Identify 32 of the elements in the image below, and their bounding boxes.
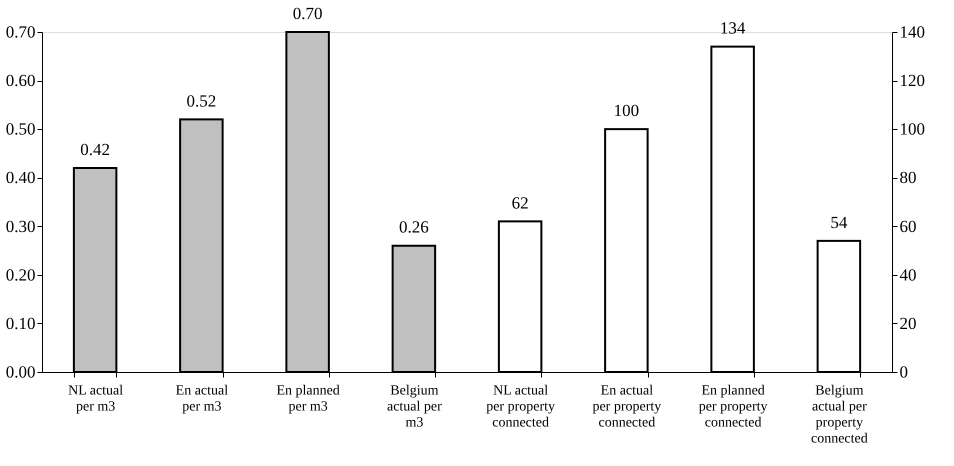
x-tick-label: Belgium actual per m3: [386, 384, 442, 430]
x-tick-label: NL actual per property connected: [486, 384, 556, 430]
x-tick-label: Belgium actual per property connected: [811, 384, 868, 446]
data-label: 54: [830, 212, 848, 232]
y2-tick-label: 100: [900, 120, 925, 139]
x-tick-label: En planned per property connected: [698, 384, 768, 430]
y-tick-label: 0.00: [6, 362, 36, 382]
x-tick-label: NL actual per m3: [68, 384, 124, 414]
y2-tick-label: 20: [900, 314, 916, 333]
data-label: 0.52: [186, 91, 216, 110]
data-label: 62: [512, 193, 529, 212]
data-label: 0.42: [80, 140, 110, 159]
data-label: 0.70: [292, 4, 322, 23]
y-tick-label: 0.70: [6, 22, 36, 42]
y2-tick-label: 140: [900, 22, 925, 42]
y-tick-label: 0.30: [6, 216, 36, 236]
y2-tick-label: 80: [900, 168, 916, 188]
y2-tick-label: 60: [900, 216, 916, 236]
y-tick-label: 0.10: [6, 314, 36, 333]
y-tick-label: 0.40: [6, 168, 36, 188]
y2-tick-label: 40: [900, 265, 916, 284]
x-tick-label: En planned per m3: [276, 384, 340, 414]
x-tick-label: En actual per property connected: [592, 384, 662, 430]
y2-tick-label: 0: [900, 362, 908, 382]
data-label: 100: [614, 101, 640, 120]
x-tick-label: En actual per m3: [176, 384, 228, 414]
data-label: 0.26: [399, 218, 429, 237]
y-tick-label: 0.50: [6, 120, 36, 139]
y2-tick-label: 120: [900, 71, 925, 90]
y-tick-label: 0.60: [6, 71, 36, 90]
data-label: 134: [720, 18, 746, 38]
y-tick-label: 0.20: [6, 265, 36, 284]
